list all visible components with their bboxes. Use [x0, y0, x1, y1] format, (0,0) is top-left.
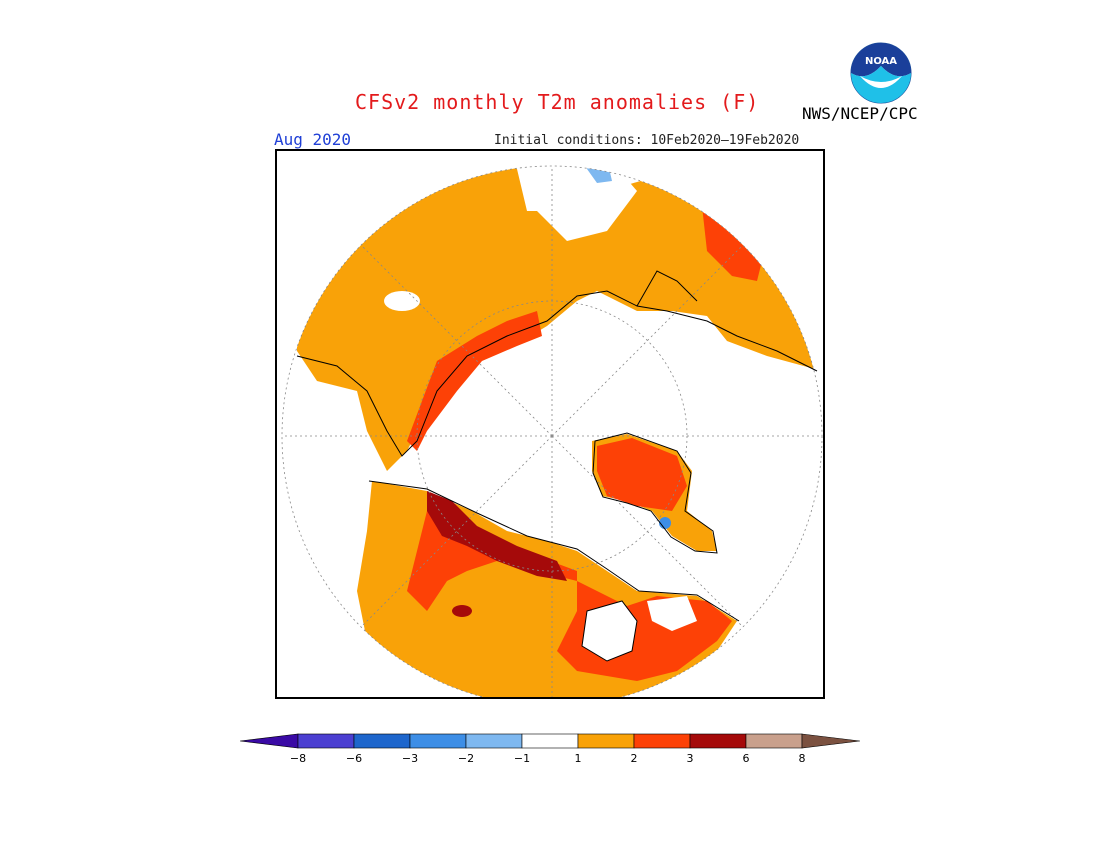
- greenland-coastline: [592, 432, 718, 554]
- colorbar-tick-label: 6: [742, 752, 750, 765]
- colorbar-cell: [577, 733, 635, 749]
- graticule-circle: [281, 165, 823, 697]
- greenland-hot-region: [597, 438, 687, 511]
- colorbar-tick-label: 8: [798, 752, 806, 765]
- north-america-very-hot-region: [427, 491, 567, 581]
- colorbar-tick-label: −2: [457, 752, 475, 765]
- colorbar-tick-label: 2: [630, 752, 638, 765]
- colorbar-tick-label: −6: [345, 752, 363, 765]
- colorbar-cell: [633, 733, 691, 749]
- graticule-meridian: [551, 435, 744, 628]
- colorbar-tick-label: −3: [401, 752, 419, 765]
- colorbar-high-arrow: [801, 733, 860, 749]
- logo-text: NOAA: [865, 56, 897, 67]
- colorbar-tick-label: −8: [289, 752, 307, 765]
- hudson-bay-coastline: [581, 600, 638, 662]
- color-scale-bar: [240, 733, 860, 749]
- colorbar-cell: [745, 733, 803, 749]
- scandinavia-coastline: [636, 270, 698, 307]
- noaa-logo: NOAA: [850, 42, 912, 104]
- eurasia-coastline: [296, 290, 818, 457]
- colorbar-tick-label: 1: [574, 752, 582, 765]
- agency-label: NWS/NCEP/CPC: [802, 104, 918, 123]
- eurasia-gap: [384, 291, 420, 311]
- colorbar-low-arrow: [240, 733, 299, 749]
- colorbar-cell: [521, 733, 579, 749]
- north-america-coastline: [368, 480, 740, 622]
- colorbar-cell: [297, 733, 355, 749]
- anomaly-map: [275, 149, 825, 699]
- graticule-meridian: [360, 435, 553, 628]
- colorbar-cell: [689, 733, 747, 749]
- colorbar-tick-label: −1: [513, 752, 531, 765]
- quebec-gap: [647, 596, 697, 631]
- hudson-bay-gap: [582, 601, 637, 661]
- colorbar-cell: [465, 733, 523, 749]
- initial-conditions: Initial conditions: 10Feb2020–19Feb2020: [494, 133, 800, 148]
- polar-map-svg: [281, 165, 823, 697]
- graticule-meridian: [360, 244, 553, 437]
- colorbar-tick-label: 3: [686, 752, 694, 765]
- graticule-meridian: [551, 244, 744, 437]
- map-title: CFSv2 monthly T2m anomalies (F): [355, 90, 760, 114]
- colorbar-cell: [353, 733, 411, 749]
- colorbar-cell: [409, 733, 467, 749]
- forecast-month: Aug 2020: [274, 130, 352, 149]
- eurasia-hot-region: [407, 311, 542, 451]
- north-america-very-hot-spot: [452, 605, 472, 617]
